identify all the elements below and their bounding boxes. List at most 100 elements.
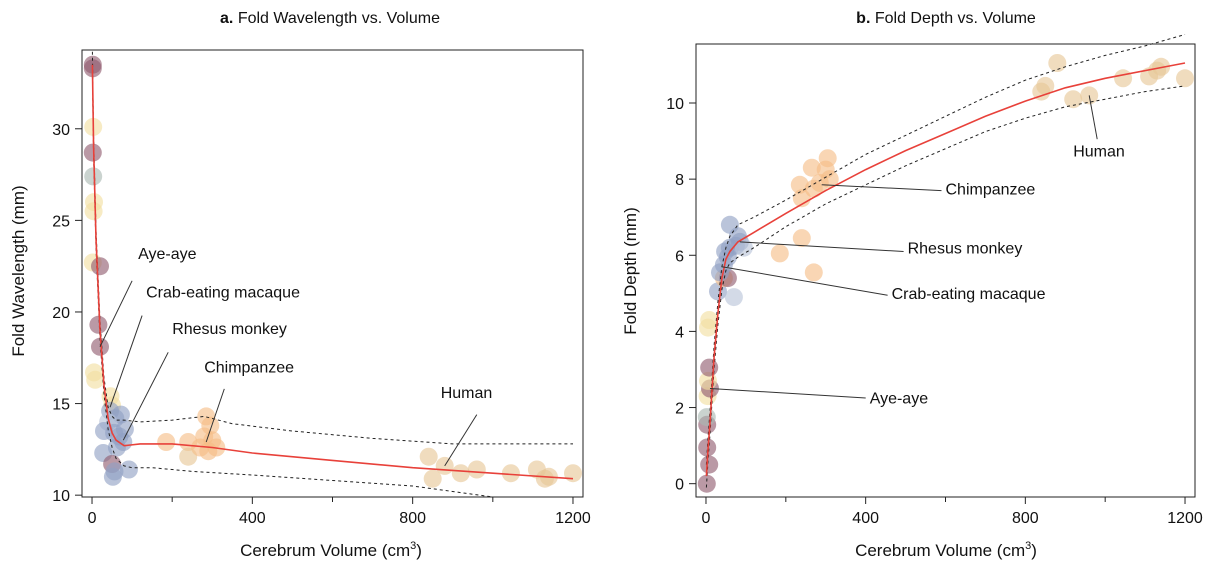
panel-a-y-tick-label: 25 [52, 213, 70, 230]
panel-a-point [451, 464, 470, 483]
panel-a-annotation-chimpanzee: Chimpanzee [204, 359, 294, 376]
panel-a-point [423, 469, 442, 488]
panel-b-point [720, 215, 739, 234]
panel-b-title: b. Fold Depth vs. Volume [856, 10, 1036, 27]
panel-a-x-tick-label: 0 [88, 510, 97, 527]
panel-a-x-tick-label: 1200 [555, 510, 591, 527]
panel-b-y-tick-label: 10 [666, 96, 684, 113]
panel-b-annotation-human: Human [1073, 143, 1125, 160]
panel-b-annotation-chimpanzee: Chimpanzee [946, 181, 1036, 198]
panel-b-x-tick-label: 1200 [1167, 510, 1203, 527]
panel-a-annotation-crab-eating-macaque: Crab-eating macaque [146, 284, 300, 301]
chart-marks: 0 400 800 12001015202530Aye-ayeCrab-eating … [52, 34, 1203, 527]
panel-a-annotation-line-crab-eating-macaque [109, 315, 143, 408]
panel-b-plot-frame [695, 43, 1196, 498]
panel-a-point [91, 257, 109, 276]
panel-a-points [83, 55, 582, 488]
panel-a-point [564, 464, 582, 483]
panel-b-point [770, 244, 789, 263]
panel-a-annotation-line-aye-aye [99, 280, 133, 348]
panel-a-annotation-rhesus-monkey: Rhesus monkey [172, 321, 287, 338]
panel-b-fit-line [705, 62, 1186, 477]
panel-b-point [1036, 76, 1055, 95]
panel-a-point [83, 143, 102, 162]
panel-a-point [84, 167, 103, 186]
panel-a-annotation-line-human [444, 414, 478, 467]
panel-a-y-tick-label: 20 [52, 305, 70, 322]
panel-a-point [501, 464, 520, 483]
panel-b-annotation-rhesus-monkey: Rhesus monkey [908, 240, 1023, 257]
panel-a-point [191, 438, 210, 457]
panel-a-lower-confidence-band [91, 73, 493, 498]
panel-b-point [697, 408, 716, 427]
panel-b-point [1064, 90, 1083, 109]
panel-b-point [804, 263, 823, 282]
panel-b-y-axis-label: Fold Depth (mm) [621, 207, 640, 335]
panel-a-point [103, 467, 122, 486]
panel-b-point [724, 288, 743, 307]
panel-b-point [820, 170, 839, 189]
panel-a-point [157, 433, 176, 451]
panel-b-point [818, 149, 837, 168]
panel-a-y-axis-label: Fold Wavelength (mm) [9, 185, 28, 356]
panel-b-y-tick-label: 4 [675, 324, 684, 341]
panel-b-y-tick-label: 6 [675, 248, 684, 265]
panel-b-annotation-line-aye-aye [709, 388, 866, 399]
panel-a-fit-line [91, 64, 574, 480]
panel-b-plot: 0 400 800 1200 0 2 4 6 8 10 Human Chimpanzee Rhesus … [666, 34, 1203, 527]
panel-b-y-tick-label: 0 [675, 477, 684, 494]
panel-b-point [700, 455, 719, 474]
panel-a-annotation-human: Human [441, 385, 493, 402]
panel-a-point [467, 460, 486, 479]
panel-b-lower-confidence-band [705, 85, 1186, 488]
panel-b-point [698, 438, 717, 457]
panel-b-annotation-line-crab-eating-macaque [721, 266, 888, 296]
panel-b-point [792, 189, 811, 208]
panel-a-point [419, 447, 438, 466]
panel-a-letter: a. [220, 10, 233, 27]
panel-b-point [700, 358, 719, 377]
panel-b-y-tick-label: 2 [675, 401, 684, 418]
panel-b-x-tick-label: 0 [702, 510, 711, 527]
panel-b-x-axis-label: Cerebrum Volume (cm3) [855, 540, 1037, 560]
panel-b-point [792, 229, 811, 248]
panel-a-y-tick-label: 10 [52, 488, 70, 505]
panel-a-plot: 0 400 800 1200 10 15 20 25 30 Aye-aye Crab-eating … [52, 49, 591, 527]
panel-b-points [697, 54, 1194, 493]
panel-b-x-tick-label: 800 [1012, 510, 1039, 527]
panel-b-point [1114, 69, 1133, 88]
panel-b-point [1048, 54, 1067, 72]
panel-b-point [697, 474, 716, 493]
panel-a-y-tick-label: 30 [52, 122, 70, 139]
panel-b-title-text: Fold Depth vs. Volume [875, 10, 1036, 27]
panel-a-point [84, 202, 103, 221]
panel-b-point [734, 238, 753, 257]
panel-a-x-axis-label: Cerebrum Volume (cm3) [240, 540, 422, 560]
panel-b-annotation-line-human [1088, 95, 1098, 140]
panel-b-point [700, 311, 719, 329]
panel-b: b. Fold Depth vs. Volume Cerebrum Volume… [621, 10, 1037, 560]
panel-a: a. Fold Wavelength vs. Volume Cerebrum V… [9, 10, 440, 560]
panel-a-point [89, 315, 108, 334]
panel-b-letter: b. [856, 10, 870, 27]
panel-b-annotation-crab-eating-macaque: Crab-eating macaque [892, 286, 1046, 303]
panel-a-point [119, 460, 138, 479]
panel-a-title: a. Fold Wavelength vs. Volume [220, 10, 440, 27]
panel-a-upper-confidence-band [91, 51, 573, 445]
panel-b-annotation-aye-aye: Aye-aye [870, 391, 929, 408]
panel-b-annotation-line-chimpanzee [821, 184, 942, 192]
panel-b-point [802, 158, 821, 177]
panel-a-plot-frame [81, 49, 584, 498]
panel-b-x-tick-label: 400 [852, 510, 879, 527]
panel-a-annotation-line-rhesus-monkey [122, 352, 169, 441]
panel-a-x-tick-label: 400 [239, 510, 266, 527]
panel-b-annotation-line-rhesus-monkey [739, 241, 904, 252]
panel-b-y-tick-label: 8 [675, 172, 684, 189]
panel-a-annotation-aye-aye: Aye-aye [138, 246, 197, 263]
panel-b-point [1176, 69, 1194, 88]
panel-a-title-text: Fold Wavelength vs. Volume [238, 10, 440, 27]
panel-a-point [86, 370, 105, 389]
panel-a-annotation-line-chimpanzee [205, 388, 225, 443]
